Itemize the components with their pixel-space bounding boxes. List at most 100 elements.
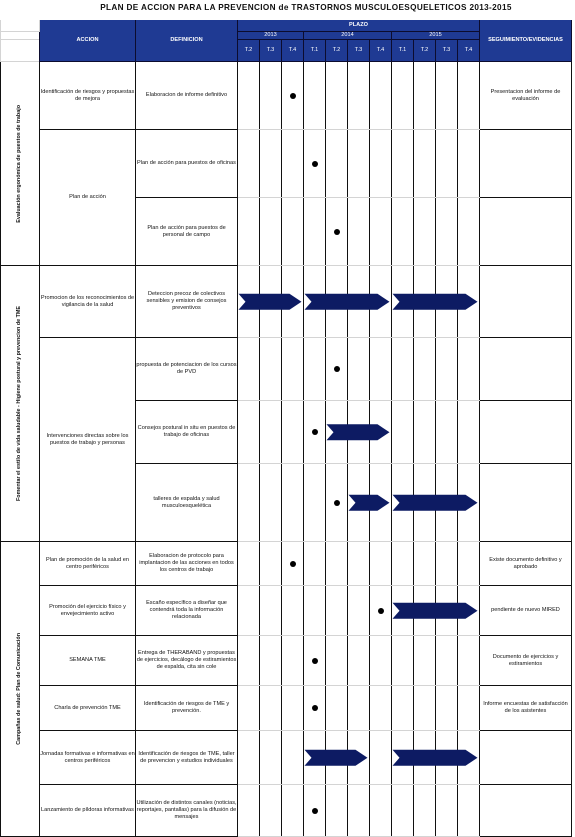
table-row: Plan de acción Plan de acción para puesto… <box>1 129 572 267</box>
quarter-slot <box>391 541 414 587</box>
quarter-slot <box>391 585 414 637</box>
quarter-slot <box>457 585 480 637</box>
quarter-slot <box>237 730 260 786</box>
quarter-slot <box>413 129 436 199</box>
quarter-slot <box>303 784 326 837</box>
accion-cell: Promocion de los reconocimientos de vigi… <box>39 265 136 339</box>
quarter-slot <box>347 635 370 687</box>
quarter-slot <box>259 635 282 687</box>
quarter-slot <box>259 730 282 786</box>
quarter-slot <box>347 585 370 637</box>
milestone-dot-icon <box>333 754 340 761</box>
accion-cell: Promoción del ejercicio físico y envejec… <box>39 585 136 637</box>
quarter-slot <box>457 685 480 732</box>
quarter-slot <box>413 635 436 687</box>
table-row: Campañas de salud: Plan de Comunicación P… <box>0 541 572 837</box>
year-2014: 2014 <box>303 30 392 41</box>
quarter-slot <box>457 730 480 786</box>
quarter-slot <box>281 685 304 732</box>
quarter-slot <box>369 730 392 786</box>
quarter-slot <box>435 463 458 543</box>
quarter-slot <box>369 197 392 267</box>
table-row: Plan de acción para puestos de personal … <box>1 197 572 267</box>
quarter-slot <box>303 400 326 465</box>
quarter-slot <box>325 730 348 786</box>
quarter-slot <box>369 463 392 543</box>
quarter-slot <box>457 337 480 402</box>
seguimiento-cell <box>479 197 572 267</box>
quarter-slot <box>281 784 304 837</box>
quarter-slot <box>457 61 480 131</box>
definicion-cell: Deteccion precoz de colectivos sensibles… <box>135 265 238 339</box>
table-row: Jornadas formativas e informativas en ce… <box>1 730 572 786</box>
table-row: Lanzamiento de píldoras informativas Util… <box>1 784 572 837</box>
quarter-slot <box>281 197 304 267</box>
quarter-slot <box>281 541 304 587</box>
quarter-slot <box>435 61 458 131</box>
quarter-slot <box>303 585 326 637</box>
quarter-slot <box>391 463 414 543</box>
accion-cell: SEMANA TME <box>39 635 136 687</box>
definicion-cell: Plan de acción para puestos de personal … <box>135 197 238 267</box>
quarter-slot <box>369 585 392 637</box>
quarter-slot <box>413 541 436 587</box>
quarter-slot <box>237 61 260 131</box>
quarter-slot <box>237 400 260 465</box>
quarter-slot <box>391 400 414 465</box>
quarter-slot <box>413 400 436 465</box>
definicion-cell: Identificación de riesgos de TME, taller… <box>135 730 238 786</box>
quarter-slot <box>237 265 260 339</box>
quarter-slot <box>259 61 282 131</box>
quarter-slot <box>281 730 304 786</box>
seguimiento-cell <box>479 730 572 786</box>
quarter-slot <box>369 784 392 837</box>
quarter-slot <box>413 784 436 837</box>
milestone-dot-icon <box>289 560 296 567</box>
quarter-slot <box>303 337 326 402</box>
quarter-slot <box>435 265 458 339</box>
quarter-slot <box>347 129 370 199</box>
quarter-slot <box>413 463 436 543</box>
quarter-slot <box>413 265 436 339</box>
quarter-slot <box>325 541 348 587</box>
quarter-slot <box>303 197 326 267</box>
section-label: Fomentar el estilo de vida saludable - H… <box>0 265 40 543</box>
quarter-slot <box>281 635 304 687</box>
seguimiento-cell <box>479 265 572 339</box>
table-row: Consejos postural in situ en puestos de … <box>1 400 572 465</box>
quarter-slot <box>237 784 260 837</box>
quarter-cell: T.1 <box>303 39 326 63</box>
quarter-slot <box>325 400 348 465</box>
header-definicion: DEFINICION <box>135 18 238 63</box>
seguimiento-cell: pendiente de nuevo MIRED <box>479 585 572 637</box>
milestone-dot-icon <box>333 366 340 373</box>
quarter-slot <box>237 585 260 637</box>
quarter-cell: T.3 <box>259 39 282 63</box>
quarter-slot <box>303 463 326 543</box>
quarter-slot <box>347 400 370 465</box>
page-title: PLAN DE ACCION PARA LA PREVENCION de TRA… <box>100 3 512 12</box>
quarter-slot <box>347 265 370 339</box>
quarter-slot <box>457 129 480 199</box>
quarter-cell: T.4 <box>369 39 392 63</box>
quarter-slot <box>281 129 304 199</box>
quarter-slot <box>259 337 282 402</box>
quarter-slot <box>347 685 370 732</box>
quarter-slot <box>435 730 458 786</box>
quarter-slot <box>435 784 458 837</box>
quarter-slot <box>237 337 260 402</box>
milestone-dot-icon <box>311 807 318 814</box>
quarter-slot <box>413 197 436 267</box>
quarter-slot <box>435 635 458 687</box>
quarter-cell: T.2 <box>413 39 436 63</box>
quarter-slot <box>391 784 414 837</box>
accion-cell: Charla de prevención TME <box>39 685 136 732</box>
quarter-slot <box>303 541 326 587</box>
seguimiento-cell: Existe documento definitivo y aprobado <box>479 541 572 587</box>
table-row: Evaluación ergonómica de puestos de trab… <box>0 61 572 267</box>
quarter-slot <box>325 197 348 267</box>
quarter-slot <box>281 400 304 465</box>
quarter-cell: T.1 <box>391 39 414 63</box>
milestone-dot-icon <box>289 92 296 99</box>
quarter-slot <box>325 635 348 687</box>
